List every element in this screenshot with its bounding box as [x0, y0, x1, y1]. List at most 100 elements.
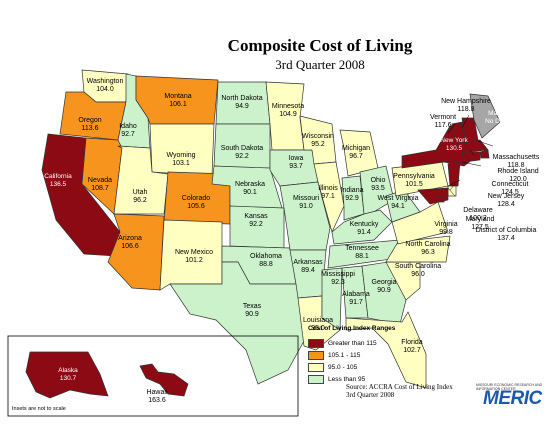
state-name: Minnesota: [272, 103, 304, 110]
state-name: Washington: [87, 78, 124, 85]
state-name: Wyoming: [166, 152, 195, 159]
state-ohio: [359, 165, 395, 215]
state-montana: [135, 75, 219, 125]
state-value: 96.7: [349, 153, 363, 160]
state-value: 128.4: [497, 201, 515, 208]
source-note: Source: ACCRA Cost of Living Index 3rd Q…: [346, 383, 453, 399]
legend-title: Cost of Living Index Ranges: [308, 325, 396, 332]
state-label-wisconsin: Wisconsin 95.2: [302, 133, 334, 148]
state-value: 106.1: [169, 101, 187, 108]
meric-logo: MISSOURI ECONOMIC RESEARCH AND INFORMATI…: [473, 383, 543, 413]
leader-lines: [447, 114, 494, 197]
state-value: 124.5: [501, 189, 519, 196]
state-name: Oklahoma: [250, 253, 282, 260]
state-wyoming: [149, 123, 215, 177]
state-value: 130.7: [60, 375, 77, 382]
state-label-utah: Utah 96.2: [133, 189, 148, 204]
state-name: Alaska: [58, 367, 78, 374]
state-name: Texas: [243, 303, 262, 310]
state-label-kansas: Kansas 92.2: [244, 213, 268, 228]
state-label-pennsylvania: Pennsylvania 101.5: [393, 173, 435, 188]
state-value: 100.2: [469, 215, 487, 222]
state-value: 113.6: [82, 125, 99, 132]
state-label-georgia: Georgia 90.9: [372, 279, 397, 294]
state-value: 96.3: [421, 249, 435, 256]
state-value: 90.9: [377, 287, 391, 294]
state-value: 105.6: [187, 203, 205, 210]
state-label-california: California 136.5: [44, 173, 72, 188]
state-label-idaho: Idaho 92.7: [119, 123, 137, 138]
state-illinois: [313, 161, 345, 234]
state-new-jersey: [447, 161, 461, 187]
state-label-connecticut: Connecticut 124.5: [492, 181, 529, 196]
state-name: District of Columbia: [476, 227, 537, 234]
state-value: 95.2: [311, 141, 325, 148]
state-value: 92.7: [121, 131, 135, 138]
state-value: 91.0: [299, 203, 313, 210]
state-name: Montana: [164, 93, 191, 100]
state-label-new-jersey: New Jersey 128.4: [488, 193, 525, 208]
state-name: Rhode Island: [497, 168, 538, 175]
state-value: 92.3: [331, 279, 345, 286]
state-name: North Dakota: [221, 95, 262, 102]
state-label-washington: Washington 104.0: [87, 78, 124, 93]
state-value: 97.1: [321, 193, 335, 200]
state-florida: [345, 311, 427, 389]
state-label-massachusetts: Massachusetts 118.8: [493, 154, 540, 169]
legend-swatch: [308, 375, 324, 384]
state-label-indiana: Indiana 92.9: [341, 187, 364, 202]
state-name: South Carolina: [395, 263, 441, 270]
state-value: 92.2: [249, 221, 263, 228]
state-name: Wisconsin: [302, 133, 334, 140]
state-name: North Carolina: [405, 241, 450, 248]
state-label-texas: Texas 90.9: [243, 303, 262, 318]
state-label-arkansas: Arkansas 89.4: [293, 259, 323, 274]
state-value: 117.6: [435, 122, 452, 129]
state-name: Mississippi: [321, 271, 355, 278]
state-label-illinois: Illinois 97.1: [318, 185, 338, 200]
state-value: 90.9: [245, 311, 259, 318]
legend-swatch: [308, 339, 324, 348]
state-name: Kentucky: [350, 221, 379, 228]
state-hawaii: [139, 363, 189, 397]
state-label-south-dakota: South Dakota 92.2: [221, 145, 264, 160]
state-value: 127.5: [471, 224, 489, 231]
state-name: Connecticut: [492, 181, 529, 188]
state-value: 91.7: [349, 299, 363, 306]
state-value: 130.5: [446, 145, 463, 152]
state-value: 93.5: [371, 185, 385, 192]
state-label-new-hampshire: New Hampshire 118.8: [441, 98, 491, 113]
state-name: New Mexico: [175, 249, 213, 256]
state-name: Arkansas: [293, 259, 323, 266]
state-label-maine: Maine No Data: [485, 110, 509, 125]
legend-item: Less than 95: [308, 375, 365, 384]
state-label-vermont: Vermont 117.6: [430, 114, 456, 129]
state-value: 101.2: [185, 257, 203, 264]
state-name: West Virginia: [378, 195, 419, 202]
state-value: No Data: [485, 118, 509, 125]
state-label-west-virginia: West Virginia 94.1: [378, 195, 419, 210]
state-name: Illinois: [318, 185, 338, 192]
state-label-kentucky: Kentucky 91.4: [350, 221, 379, 236]
state-value: 104.0: [96, 86, 114, 93]
state-connecticut: [461, 151, 481, 163]
state-name: Massachusetts: [493, 154, 540, 161]
state-name: Delaware: [463, 207, 493, 214]
state-name: Pennsylvania: [393, 173, 435, 180]
state-north-carolina: [385, 235, 451, 263]
state-label-wyoming: Wyoming 103.1: [166, 152, 195, 167]
state-value: 92.9: [345, 195, 359, 202]
state-label-alabama: Alabama 91.7: [342, 291, 370, 306]
state-vermont: [451, 121, 465, 145]
state-value: 118.8: [458, 106, 475, 113]
state-name: Kansas: [244, 213, 268, 220]
state-name: Ohio: [371, 177, 386, 184]
state-value: 108.7: [91, 185, 109, 192]
state-value: 92.2: [235, 153, 249, 160]
legend-swatch: [308, 363, 324, 372]
state-alaska: [25, 351, 109, 399]
state-name: New Jersey: [488, 193, 525, 200]
state-value: 163.6: [148, 397, 166, 404]
state-name: Oregon: [78, 117, 101, 124]
state-label-delaware: Delaware 100.2: [463, 207, 493, 222]
